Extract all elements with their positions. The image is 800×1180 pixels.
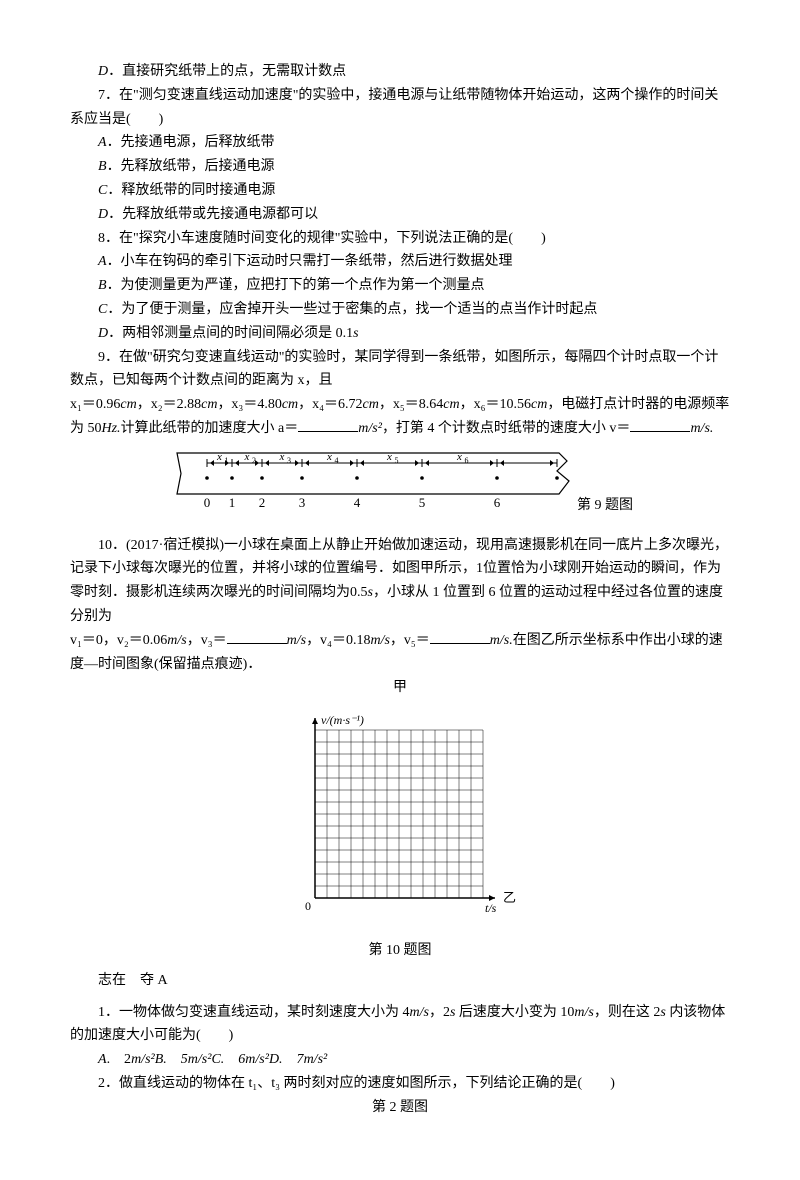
svg-text:t/s: t/s	[485, 901, 497, 915]
blank-input[interactable]	[630, 417, 690, 432]
svg-text:x: x	[456, 451, 462, 463]
option-label: D	[98, 64, 108, 79]
figure-10: v/(m·s⁻¹) t/s 乙 0	[70, 708, 730, 927]
svg-text:x: x	[386, 451, 392, 463]
svg-text:x: x	[279, 451, 285, 463]
question-10-values: v₁＝0，v₂＝0.06m/s，v₃＝m/s，v₄＝0.18m/s，v₅＝m/s…	[70, 629, 730, 677]
option-8a: A．小车在钩码的牵引下运动时只需打一条纸带，然后进行数据处理	[70, 250, 730, 274]
figure-9-caption: 第 9 题图	[577, 494, 633, 518]
spacer	[70, 526, 730, 534]
figure-a2-caption: 第 2 题图	[70, 1096, 730, 1120]
svg-text:5: 5	[419, 495, 426, 509]
svg-text:1: 1	[229, 495, 236, 509]
svg-text:0: 0	[204, 495, 211, 509]
svg-text:x: x	[326, 451, 332, 463]
svg-text:3: 3	[287, 456, 291, 465]
label-jia: 甲	[70, 676, 730, 700]
svg-text:5: 5	[395, 456, 399, 465]
question-10-stem: 10．(2017·宿迁模拟)一小球在桌面上从静止开始做加速运动，现用高速摄影机在…	[70, 534, 730, 629]
svg-text:4: 4	[354, 495, 361, 509]
svg-text:v/(m·s⁻¹): v/(m·s⁻¹)	[321, 713, 364, 727]
figure-10-caption: 第 10 题图	[70, 939, 730, 963]
options-a1: A. 2m/s²B. 5m/s²C. 6m/s²D. 7m/s²	[70, 1048, 730, 1072]
svg-text:6: 6	[465, 456, 469, 465]
svg-text:x: x	[244, 451, 250, 463]
section-title: 志在 夺 A	[70, 969, 730, 993]
figure-9: x1x2x3x4x5x60123456第 9 题图	[70, 449, 730, 518]
question-a1-stem: 1．一物体做匀变速直线运动，某时刻速度大小为 4m/s，2s 后速度大小变为 1…	[70, 1001, 730, 1049]
blank-input[interactable]	[430, 629, 490, 644]
option-text: ．直接研究纸带上的点，无需取计数点	[108, 64, 346, 79]
svg-text:3: 3	[299, 495, 306, 509]
svg-text:0: 0	[305, 899, 311, 913]
tape-diagram: x1x2x3x4x5x60123456	[167, 449, 577, 509]
svg-text:2: 2	[252, 456, 256, 465]
option-7d: D．先释放纸带或先接通电源都可以	[70, 203, 730, 227]
svg-text:乙: 乙	[503, 890, 516, 905]
blank-input[interactable]	[298, 417, 358, 432]
question-7-stem: 7．在"测匀变速直线运动加速度"的实验中，接通电源与让纸带随物体开始运动，这两个…	[70, 84, 730, 132]
option-7c: C．释放纸带的同时接通电源	[70, 179, 730, 203]
question-8-stem: 8．在"探究小车速度随时间变化的规律"实验中，下列说法正确的是( )	[70, 227, 730, 251]
option-8c: C．为了便于测量，应舍掉开头一些过于密集的点，找一个适当的点当作计时起点	[70, 298, 730, 322]
question-a2-stem: 2．做直线运动的物体在 t₁、t₃ 两时刻对应的速度如图所示，下列结论正确的是(…	[70, 1072, 730, 1096]
option-6d: D．直接研究纸带上的点，无需取计数点	[70, 60, 730, 84]
svg-text:6: 6	[494, 495, 501, 509]
question-9-stem: 9．在做"研究匀变速直线运动"的实验时，某同学得到一条纸带，如图所示，每隔四个计…	[70, 346, 730, 394]
option-7b: B．先释放纸带，后接通电源	[70, 155, 730, 179]
grid-chart: v/(m·s⁻¹) t/s 乙 0	[280, 708, 520, 918]
svg-text:4: 4	[335, 456, 339, 465]
option-8d: D．两相邻测量点间的时间间隔必须是 0.1s	[70, 322, 730, 346]
blank-input[interactable]	[227, 629, 287, 644]
svg-text:x: x	[216, 451, 222, 463]
svg-text:1: 1	[225, 456, 229, 465]
svg-text:2: 2	[259, 495, 266, 509]
option-7a: A．先接通电源，后释放纸带	[70, 131, 730, 155]
question-9-data: x₁＝0.96cm，x₂＝2.88cm，x₃＝4.80cm，x₄＝6.72cm，…	[70, 393, 730, 441]
option-8b: B．为使测量更为严谨，应把打下的第一个点作为第一个测量点	[70, 274, 730, 298]
spacer	[70, 993, 730, 1001]
